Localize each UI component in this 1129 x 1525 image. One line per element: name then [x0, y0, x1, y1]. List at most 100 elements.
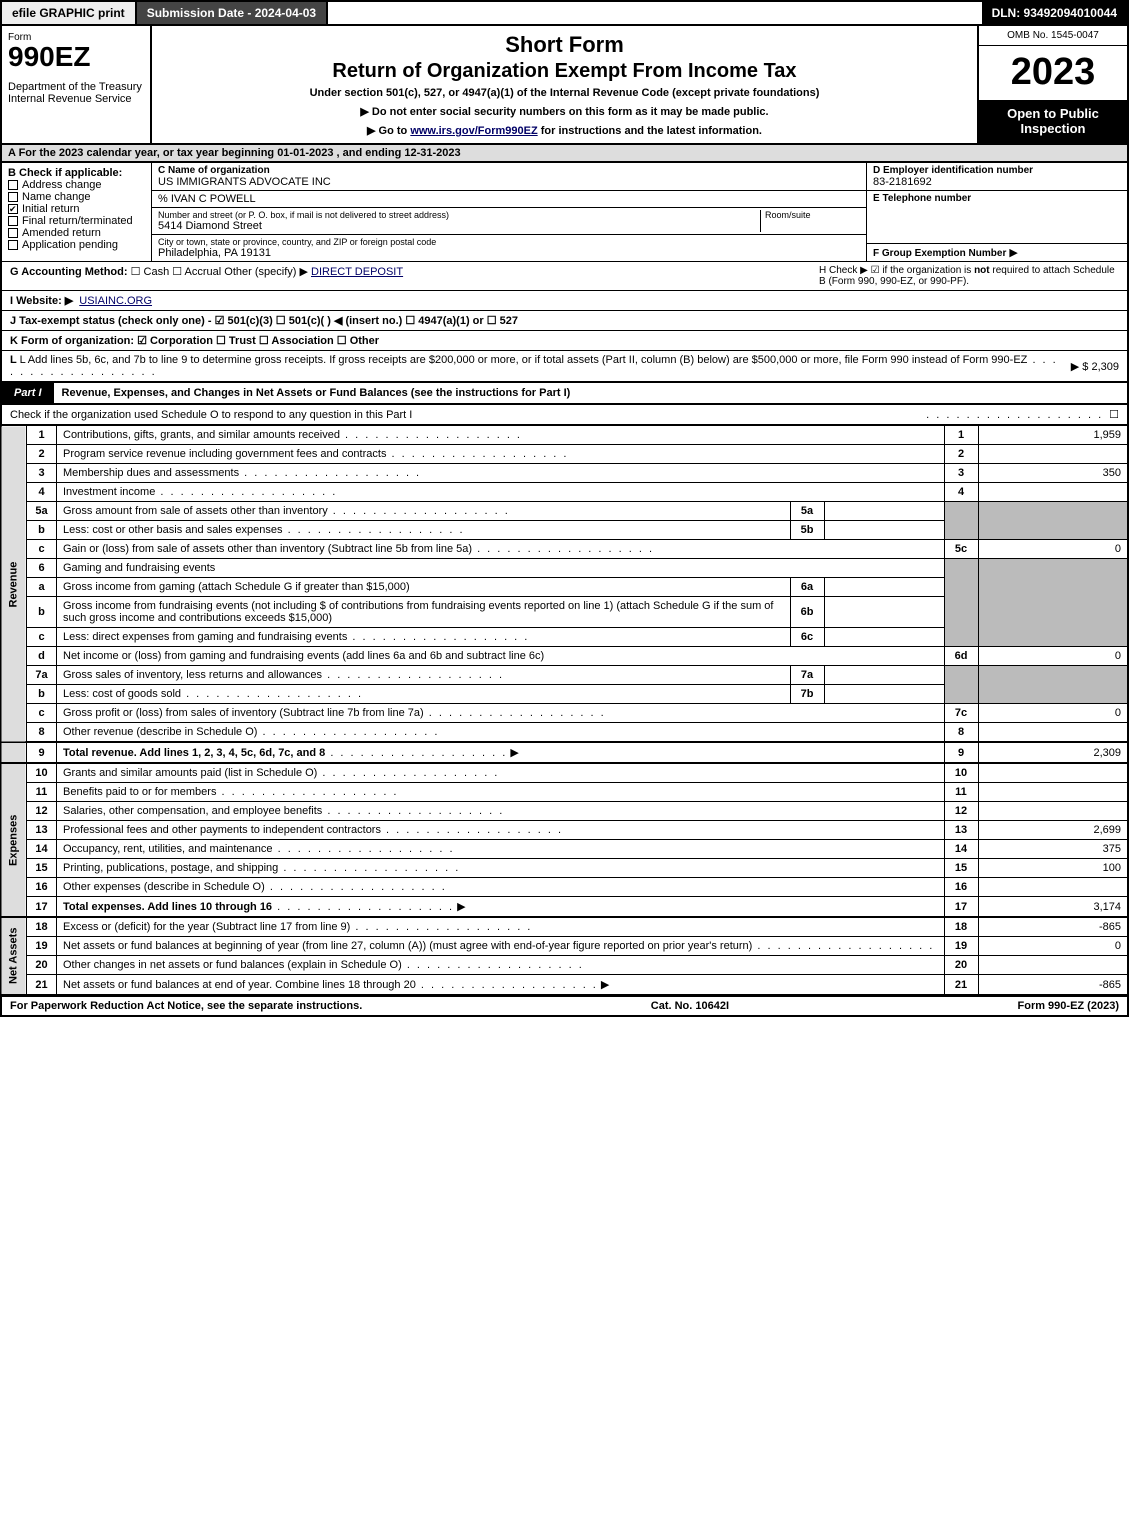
page-footer: For Paperwork Reduction Act Notice, see … [0, 996, 1129, 1017]
r6a-num: a [27, 578, 57, 597]
r10-val [978, 763, 1128, 783]
r21-val: -865 [978, 975, 1128, 996]
r14-rn: 14 [944, 840, 978, 859]
r7b-sn: 7b [790, 685, 824, 704]
r16-num: 16 [27, 878, 57, 897]
r14-num: 14 [27, 840, 57, 859]
row-20: 20 Other changes in net assets or fund b… [1, 956, 1128, 975]
r3-num: 3 [27, 464, 57, 483]
row-5a: 5a Gross amount from sale of assets othe… [1, 502, 1128, 521]
r16-rn: 16 [944, 878, 978, 897]
r20-num: 20 [27, 956, 57, 975]
row-2: 2 Program service revenue including gove… [1, 445, 1128, 464]
r7c-rn: 7c [944, 704, 978, 723]
chk-initial-return[interactable]: Initial return [8, 203, 145, 215]
r14-desc: Occupancy, rent, utilities, and maintena… [63, 843, 273, 855]
side-expenses: Expenses [1, 763, 27, 917]
row-12: 12 Salaries, other compensation, and emp… [1, 802, 1128, 821]
row-16: 16 Other expenses (describe in Schedule … [1, 878, 1128, 897]
r7a-sv [824, 666, 944, 685]
r19-val: 0 [978, 937, 1128, 956]
r11-num: 11 [27, 783, 57, 802]
section-h: H Check ▶ ☑ if the organization is not r… [819, 265, 1119, 287]
r8-rn: 8 [944, 723, 978, 743]
r11-rn: 11 [944, 783, 978, 802]
r6b-desc: Gross income from fundraising events (no… [63, 600, 773, 624]
r6-val-shade [978, 559, 1128, 647]
r7b-sv [824, 685, 944, 704]
r7c-val: 0 [978, 704, 1128, 723]
r8-val [978, 723, 1128, 743]
omb-number: OMB No. 1545-0047 [979, 26, 1127, 46]
chk-address-change[interactable]: Address change [8, 179, 145, 191]
r9-desc: Total revenue. Add lines 1, 2, 3, 4, 5c,… [63, 747, 325, 759]
chk-application-pending[interactable]: Application pending [8, 239, 145, 251]
r6c-sn: 6c [790, 628, 824, 647]
r4-desc: Investment income [63, 486, 155, 498]
r5c-desc: Gain or (loss) from sale of assets other… [63, 543, 472, 555]
r13-val: 2,699 [978, 821, 1128, 840]
chk-amended-return[interactable]: Amended return [8, 227, 145, 239]
r17-val: 3,174 [978, 897, 1128, 918]
topbar-spacer [328, 2, 981, 24]
r15-desc: Printing, publications, postage, and shi… [63, 862, 278, 874]
side-revenue: Revenue [1, 426, 27, 743]
row-5c: c Gain or (loss) from sale of assets oth… [1, 540, 1128, 559]
addr-label: Number and street (or P. O. box, if mail… [158, 210, 760, 220]
subtitle-goto: ▶ Go to www.irs.gov/Form990EZ for instru… [162, 124, 967, 137]
r5c-rn: 5c [944, 540, 978, 559]
r5ab-rn-shade [944, 502, 978, 540]
row-17: 17 Total expenses. Add lines 10 through … [1, 897, 1128, 918]
department: Department of the Treasury Internal Reve… [8, 81, 144, 105]
row-9: 9 Total revenue. Add lines 1, 2, 3, 4, 5… [1, 742, 1128, 763]
part1-checkbox[interactable]: ☐ [1109, 408, 1119, 421]
part1-tag: Part I [2, 383, 54, 403]
section-d-e-f: D Employer identification number 83-2181… [867, 163, 1127, 261]
r6b-num: b [27, 597, 57, 628]
form-title-block: Short Form Return of Organization Exempt… [152, 26, 977, 143]
r19-desc: Net assets or fund balances at beginning… [63, 940, 752, 952]
efile-print-button[interactable]: efile GRAPHIC print [2, 2, 137, 24]
website-link[interactable]: USIAINC.ORG [79, 295, 152, 307]
tax-year: 2023 [979, 46, 1127, 100]
r21-rn: 21 [944, 975, 978, 996]
section-l: L L Add lines 5b, 6c, and 7b to line 9 t… [0, 351, 1129, 382]
r10-rn: 10 [944, 763, 978, 783]
r5a-sn: 5a [790, 502, 824, 521]
chk-name-change[interactable]: Name change [8, 191, 145, 203]
r11-desc: Benefits paid to or for members [63, 786, 216, 798]
subtitle-section: Under section 501(c), 527, or 4947(a)(1)… [162, 87, 967, 99]
chk-address-change-label: Address change [22, 179, 102, 191]
row-19: 19 Net assets or fund balances at beginn… [1, 937, 1128, 956]
r13-rn: 13 [944, 821, 978, 840]
r6d-rn: 6d [944, 647, 978, 666]
r5b-sn: 5b [790, 521, 824, 540]
chk-final-return[interactable]: Final return/terminated [8, 215, 145, 227]
r6b-sn: 6b [790, 597, 824, 628]
g-other-value[interactable]: DIRECT DEPOSIT [311, 266, 403, 278]
section-a-tax-year: A For the 2023 calendar year, or tax yea… [0, 145, 1129, 163]
section-j: J Tax-exempt status (check only one) - ☑… [0, 311, 1129, 331]
row-6d: d Net income or (loss) from gaming and f… [1, 647, 1128, 666]
r17-rn: 17 [944, 897, 978, 918]
irs-link[interactable]: www.irs.gov/Form990EZ [410, 125, 537, 137]
r1-rn: 1 [944, 426, 978, 445]
i-label: I Website: ▶ [10, 294, 73, 307]
d-label: D Employer identification number [873, 165, 1121, 176]
r8-desc: Other revenue (describe in Schedule O) [63, 726, 257, 738]
footer-mid: Cat. No. 10642I [651, 1000, 729, 1012]
city-state-zip: Philadelphia, PA 19131 [158, 247, 860, 259]
part1-header: Part I Revenue, Expenses, and Changes in… [0, 382, 1129, 405]
r1-num: 1 [27, 426, 57, 445]
row-7c: c Gross profit or (loss) from sales of i… [1, 704, 1128, 723]
part1-check-line: Check if the organization used Schedule … [0, 405, 1129, 425]
r19-num: 19 [27, 937, 57, 956]
r6d-val: 0 [978, 647, 1128, 666]
r7b-num: b [27, 685, 57, 704]
r5a-sv [824, 502, 944, 521]
row-14: 14 Occupancy, rent, utilities, and maint… [1, 840, 1128, 859]
l-amount: ▶ $ 2,309 [1071, 360, 1119, 373]
r3-desc: Membership dues and assessments [63, 467, 239, 479]
r5b-desc: Less: cost or other basis and sales expe… [63, 524, 283, 536]
g-options: ☐ Cash ☐ Accrual Other (specify) ▶ [131, 266, 308, 278]
